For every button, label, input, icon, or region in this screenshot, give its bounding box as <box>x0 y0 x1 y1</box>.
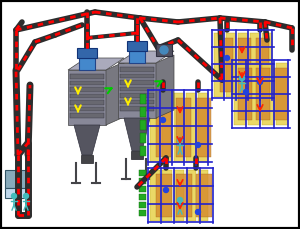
Bar <box>127 41 147 51</box>
Bar <box>140 120 146 130</box>
Bar <box>140 107 146 117</box>
Bar <box>120 80 154 85</box>
Bar <box>174 170 184 221</box>
Circle shape <box>224 55 230 60</box>
Bar <box>226 33 236 97</box>
Bar <box>139 178 146 184</box>
Bar <box>139 210 146 216</box>
Polygon shape <box>68 58 124 70</box>
Bar <box>156 174 172 217</box>
Polygon shape <box>74 125 100 155</box>
Bar <box>140 94 146 104</box>
Bar <box>250 33 260 97</box>
Bar <box>139 194 146 200</box>
Bar <box>234 63 246 125</box>
Bar <box>162 170 172 221</box>
Bar <box>198 170 208 221</box>
Bar <box>77 48 97 58</box>
Bar <box>276 63 288 125</box>
Bar <box>70 93 104 98</box>
Bar <box>70 87 104 92</box>
Polygon shape <box>106 62 124 125</box>
Polygon shape <box>68 70 106 125</box>
Bar <box>174 93 184 162</box>
Bar <box>70 113 104 117</box>
Bar <box>238 68 252 120</box>
Bar <box>120 74 154 78</box>
Bar <box>238 38 251 92</box>
Bar <box>120 99 154 104</box>
Bar <box>196 98 211 157</box>
Bar <box>81 155 93 163</box>
Circle shape <box>196 210 200 215</box>
Circle shape <box>164 188 169 193</box>
Bar <box>140 133 146 143</box>
Bar <box>140 146 146 156</box>
Bar <box>131 151 143 159</box>
Bar <box>79 58 95 70</box>
Bar <box>256 68 270 120</box>
Circle shape <box>178 137 182 142</box>
Bar <box>162 93 172 162</box>
Bar <box>196 174 212 217</box>
Bar <box>120 93 154 98</box>
Bar <box>198 93 208 162</box>
Bar <box>70 74 104 79</box>
Bar <box>262 63 274 125</box>
Bar <box>150 93 160 162</box>
Bar <box>150 170 160 221</box>
Bar <box>120 87 154 91</box>
Circle shape <box>23 194 28 199</box>
Circle shape <box>239 76 244 81</box>
Bar <box>238 33 248 97</box>
Bar <box>186 93 196 162</box>
Bar <box>120 106 154 111</box>
Circle shape <box>160 117 166 123</box>
Polygon shape <box>118 63 156 118</box>
Bar <box>70 100 104 104</box>
Circle shape <box>160 46 168 54</box>
Circle shape <box>178 197 182 202</box>
Bar <box>248 63 260 125</box>
Bar <box>129 51 145 63</box>
Polygon shape <box>124 118 150 151</box>
Bar <box>120 67 154 71</box>
Circle shape <box>196 142 200 147</box>
Circle shape <box>244 90 248 95</box>
Bar <box>274 68 288 120</box>
Bar <box>156 44 172 56</box>
Bar <box>186 170 196 221</box>
Bar <box>176 98 191 157</box>
Circle shape <box>11 194 16 199</box>
Bar <box>214 33 224 97</box>
Bar <box>139 202 146 208</box>
Circle shape <box>257 79 262 85</box>
Polygon shape <box>156 55 174 118</box>
Bar <box>70 106 104 111</box>
Bar <box>176 174 192 217</box>
Bar <box>5 170 29 188</box>
Bar <box>139 170 146 176</box>
Bar <box>256 38 269 92</box>
Bar <box>139 186 146 192</box>
Bar <box>5 188 29 198</box>
Bar <box>262 33 272 97</box>
Bar <box>70 81 104 85</box>
Bar <box>220 38 233 92</box>
Polygon shape <box>118 51 174 63</box>
Bar <box>156 98 171 157</box>
